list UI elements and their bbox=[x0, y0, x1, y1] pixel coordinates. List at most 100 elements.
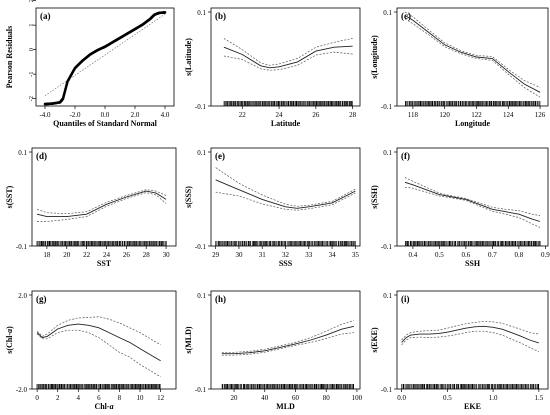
x-tick-label: 120 bbox=[439, 111, 450, 119]
x-tick-label: 32 bbox=[282, 251, 290, 259]
fitted-smooth-line bbox=[36, 190, 167, 218]
confidence-band-lower bbox=[401, 330, 539, 353]
panel-letter: (a) bbox=[40, 11, 51, 21]
x-tick-label: 12 bbox=[157, 394, 165, 402]
plot-frame bbox=[396, 290, 549, 390]
confidence-band-upper bbox=[36, 316, 161, 346]
confidence-band-upper bbox=[223, 38, 353, 66]
confidence-band-lower bbox=[404, 186, 541, 228]
plot-frame bbox=[210, 7, 361, 107]
panel-letter: (b) bbox=[215, 11, 226, 21]
y-tick-label: 0 bbox=[28, 48, 35, 51]
x-tick-label: 80 bbox=[323, 394, 331, 402]
x-tick-label: 26 bbox=[123, 251, 131, 259]
panel-h: (h) 0.1 -0.1 20 40 60 80 100 MLD s(MLD) bbox=[184, 290, 363, 411]
y-axis-label: s(MLD) bbox=[184, 326, 193, 353]
plot-frame bbox=[396, 147, 549, 247]
x-tick-label: 31 bbox=[259, 251, 267, 259]
qq-reference-line bbox=[44, 13, 166, 96]
y-tick-label: 2.0 bbox=[18, 292, 27, 300]
y-axis-label: s(SSH) bbox=[370, 185, 379, 209]
confidence-band-upper bbox=[215, 167, 356, 207]
y-tick-label: -1 bbox=[28, 71, 35, 76]
y-axis-label: s(SST) bbox=[5, 185, 14, 208]
fitted-smooth-line bbox=[36, 323, 161, 362]
x-tick-label: 28 bbox=[349, 111, 357, 119]
qq-point bbox=[163, 11, 167, 14]
y-tick-label: -0.1 bbox=[381, 243, 393, 251]
x-tick-label: -2.0 bbox=[69, 111, 81, 119]
rug-plot bbox=[215, 241, 356, 246]
x-tick-label: 0.7 bbox=[488, 251, 497, 259]
x-tick-label: 4.0 bbox=[161, 111, 170, 119]
x-tick-label: 18 bbox=[43, 251, 51, 259]
x-tick-label: 4 bbox=[77, 394, 81, 402]
y-tick-label: -0.1 bbox=[16, 243, 28, 251]
panel-letter: (h) bbox=[215, 294, 226, 304]
x-tick-label: 0.5 bbox=[443, 394, 452, 402]
x-tick-label: 0.5 bbox=[435, 251, 444, 259]
x-tick-label: 26 bbox=[312, 111, 320, 119]
panel-f: (f) 0.1 -0.1 0.4 0.5 0.6 0.7 0.8 0.9 SSH s(SSH) bbox=[370, 147, 550, 268]
x-tick-label: 30 bbox=[163, 251, 171, 259]
y-tick-label: -0.1 bbox=[195, 243, 207, 251]
x-axis-label: MLD bbox=[276, 402, 295, 411]
x-tick-label: 30 bbox=[235, 251, 243, 259]
x-tick-label: 40 bbox=[261, 394, 269, 402]
fitted-smooth-line bbox=[223, 45, 353, 69]
fitted-smooth-line bbox=[404, 181, 541, 222]
x-tick-label: 8 bbox=[118, 394, 122, 402]
x-tick-label: 24 bbox=[276, 111, 284, 119]
y-tick-label: -0.1 bbox=[381, 386, 393, 394]
x-tick-label: 2 bbox=[56, 394, 60, 402]
y-tick-label: -0.1 bbox=[195, 103, 207, 111]
x-axis-label: Longitude bbox=[455, 119, 491, 128]
y-axis-label: s(EKE) bbox=[370, 327, 379, 353]
x-tick-label: 118 bbox=[408, 111, 419, 119]
y-tick-label: -2.0 bbox=[16, 386, 28, 394]
x-tick-label: 2.0 bbox=[131, 111, 140, 119]
x-tick-label: 0.9 bbox=[541, 251, 550, 259]
x-tick-label: 0.8 bbox=[514, 251, 523, 259]
confidence-band-upper bbox=[36, 189, 167, 215]
y-tick-label: 0.1 bbox=[18, 149, 27, 157]
panel-g: (g) 2.0 -2.0 0 2 4 6 8 10 12 Chl-a s(Chl-a) bbox=[5, 290, 177, 411]
x-tick-label: 0.0 bbox=[101, 111, 110, 119]
y-tick-label: -0.1 bbox=[381, 103, 393, 111]
y-tick-label: 0.1 bbox=[383, 149, 392, 157]
rug-plot bbox=[405, 241, 541, 246]
panel-letter: (f) bbox=[401, 151, 410, 161]
y-tick-label: 2 bbox=[28, 0, 35, 2]
x-tick-label: 34 bbox=[329, 251, 337, 259]
plot-frame bbox=[35, 7, 175, 107]
rug-plot bbox=[36, 241, 167, 246]
x-axis-label: SSH bbox=[465, 259, 481, 268]
panel-d: (d) 0.1 -0.1 18 20 22 24 26 28 30 SST s(SST) bbox=[5, 147, 177, 268]
x-tick-label: 0 bbox=[35, 394, 39, 402]
x-tick-label: 124 bbox=[503, 111, 514, 119]
x-axis-label: SSS bbox=[279, 259, 293, 268]
y-tick-label: 0.1 bbox=[197, 292, 206, 300]
fitted-smooth-line bbox=[215, 179, 356, 209]
x-tick-label: 29 bbox=[212, 251, 220, 259]
x-tick-label: 100 bbox=[352, 394, 363, 402]
x-tick-label: 22 bbox=[83, 251, 91, 259]
plot-frame bbox=[31, 290, 177, 390]
x-axis-label: Quantiles of Standard Normal bbox=[53, 119, 158, 128]
x-tick-label: 0.4 bbox=[409, 251, 418, 259]
y-tick-label: 0.1 bbox=[197, 149, 206, 157]
x-tick-label: 24 bbox=[103, 251, 111, 259]
x-tick-label: -4.0 bbox=[39, 111, 51, 119]
confidence-band-lower bbox=[36, 329, 161, 378]
confidence-band-upper bbox=[401, 321, 539, 341]
x-tick-label: 22 bbox=[239, 111, 247, 119]
confidence-band-lower bbox=[223, 51, 353, 71]
x-tick-label: 20 bbox=[63, 251, 71, 259]
x-tick-label: 28 bbox=[143, 251, 151, 259]
y-tick-label: 1 bbox=[28, 24, 35, 27]
panel-letter: (d) bbox=[36, 151, 47, 161]
plot-frame bbox=[210, 147, 361, 247]
x-axis-label: SST bbox=[97, 259, 112, 268]
